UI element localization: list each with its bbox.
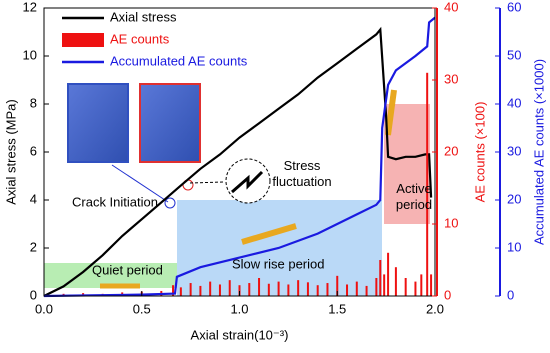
y-tick-label: 10 [23, 47, 37, 62]
specimen-image [139, 83, 201, 163]
y-tick-label: 30 [507, 143, 521, 158]
ae-bar [209, 281, 212, 296]
ae-bar [430, 274, 433, 296]
ae-bar [267, 283, 270, 296]
ae-bar [228, 280, 231, 296]
ae-bar [426, 72, 429, 296]
ae-bar [326, 283, 329, 296]
ae-bar [179, 287, 182, 296]
x-tick-label: 0.0 [35, 301, 53, 316]
y-tick-label: 4 [30, 191, 37, 206]
annotation: Stress fluctuation [272, 158, 331, 189]
x-axis-label: Axial strain(10⁻³) [191, 327, 289, 342]
ae-bar [379, 260, 382, 296]
legend-label: AE counts [110, 31, 170, 46]
legend-label: Accumulated AE counts [110, 53, 248, 68]
ae-bar [287, 284, 290, 296]
ae-bar [355, 281, 358, 296]
x-tick-label: 1.5 [328, 301, 346, 316]
annotation: Quiet period [92, 262, 163, 277]
y-tick-label: 40 [507, 95, 521, 110]
x-tick-label: 1.0 [230, 301, 248, 316]
y-tick-label: 12 [23, 0, 37, 14]
ae-bar [404, 278, 407, 296]
x-tick-label: 2.0 [426, 301, 444, 316]
zoom-glyph [231, 170, 264, 194]
ae-bar [199, 285, 202, 296]
y3-axis-label: Accumulated AE counts (×1000) [531, 59, 546, 245]
y-tick-label: 10 [444, 215, 458, 230]
ae-bar [375, 278, 378, 296]
marker [164, 197, 176, 209]
ae-bar [189, 283, 192, 296]
ae-bar [316, 285, 319, 296]
ae-bar [336, 275, 339, 296]
ae-bar [248, 283, 251, 296]
pointer [189, 181, 225, 184]
x-tick-label: 0.5 [133, 301, 151, 316]
ae-bar [346, 284, 349, 296]
ae-bar [238, 285, 241, 296]
specimen-image [67, 83, 129, 163]
y-tick-label: 20 [444, 143, 458, 158]
arrow [385, 89, 397, 136]
series-line [43, 26, 433, 297]
y-tick-label: 8 [30, 95, 37, 110]
ae-bar [365, 285, 368, 296]
annotation: Slow rise period [232, 256, 325, 271]
ae-bar [258, 278, 261, 296]
y-tick-label: 0 [30, 287, 37, 302]
y-tick-label: 30 [444, 71, 458, 86]
ae-bar [387, 252, 390, 296]
ae-bar [394, 267, 397, 296]
y-tick-label: 10 [507, 239, 521, 254]
ae-bar [306, 282, 309, 296]
y-tick-label: 50 [507, 47, 521, 62]
ae-bar [383, 274, 386, 296]
y-tick-label: 20 [507, 191, 521, 206]
ae-bar [420, 274, 423, 296]
legend-swatch [62, 33, 104, 47]
y-tick-label: 2 [30, 239, 37, 254]
series-line [43, 16, 436, 298]
annotation: Active period [396, 181, 432, 212]
ae-bar [277, 281, 280, 296]
y-axis-label: Axial stress (MPa) [3, 99, 18, 204]
ae-bar [414, 281, 417, 296]
ae-bar [297, 280, 300, 296]
ae-bar [218, 284, 221, 296]
ae-bar [172, 285, 175, 296]
y-tick-label: 40 [444, 0, 458, 14]
y-tick-label: 6 [30, 143, 37, 158]
annotation: Crack Initiation [72, 194, 158, 209]
y-tick-label: 0 [444, 287, 451, 302]
y-tick-label: 60 [507, 0, 521, 14]
legend-label: Axial stress [110, 9, 177, 24]
arrow [241, 223, 297, 245]
y-tick-label: 0 [507, 287, 514, 302]
y2-axis-label: AE counts (×100) [472, 102, 487, 203]
pointer [111, 164, 169, 203]
